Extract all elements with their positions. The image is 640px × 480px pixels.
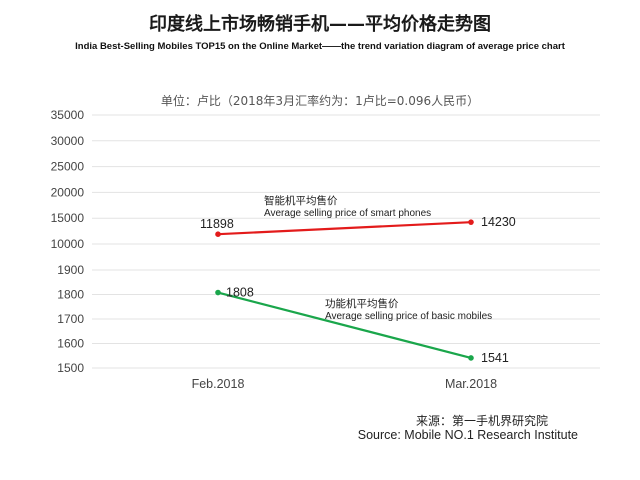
data-label: 11898	[200, 217, 234, 231]
y-tick-label: 1900	[57, 263, 84, 277]
data-point	[215, 231, 221, 238]
y-tick-label: 30000	[51, 134, 85, 148]
data-label: 14230	[481, 215, 516, 229]
data-point	[215, 289, 221, 296]
y-tick-label: 1800	[57, 288, 84, 302]
series-line	[217, 291, 472, 360]
source-en: Source: Mobile NO.1 Research Institute	[357, 428, 578, 442]
y-tick-label: 20000	[51, 185, 85, 199]
y-tick-label: 1500	[57, 361, 84, 375]
y-tick-label: 25000	[51, 160, 85, 174]
chart-title: 印度线上市场畅销手机——平均价格走势图	[149, 14, 491, 35]
series-name-cn: 功能机平均售价	[325, 297, 399, 310]
y-tick-label: 10000	[51, 237, 85, 251]
y-tick-label: 15000	[51, 211, 85, 225]
data-label: 1808	[226, 286, 254, 300]
y-tick-label: 1600	[57, 337, 84, 351]
source-cn: 来源：第一手机界研究院	[415, 414, 548, 428]
data-point	[468, 219, 474, 225]
x-tick-label: Feb.2018	[192, 377, 245, 391]
series-name-en: Average selling price of smart phones	[264, 208, 431, 219]
unit-note: 单位：卢比（2018年3月汇率约为：1卢比=0.096人民币）	[160, 94, 480, 108]
series-line	[217, 221, 472, 236]
y-tick-label: 35000	[51, 108, 85, 122]
data-label: 1541	[481, 351, 509, 365]
series-name-cn: 智能机平均售价	[264, 194, 338, 207]
y-tick-label: 1700	[57, 312, 84, 326]
data-point	[468, 355, 474, 361]
series-name-en: Average selling price of basic mobiles	[325, 311, 492, 322]
chart-subtitle: India Best-Selling Mobiles TOP15 on the …	[75, 41, 565, 52]
x-tick-label: Mar.2018	[445, 377, 497, 391]
